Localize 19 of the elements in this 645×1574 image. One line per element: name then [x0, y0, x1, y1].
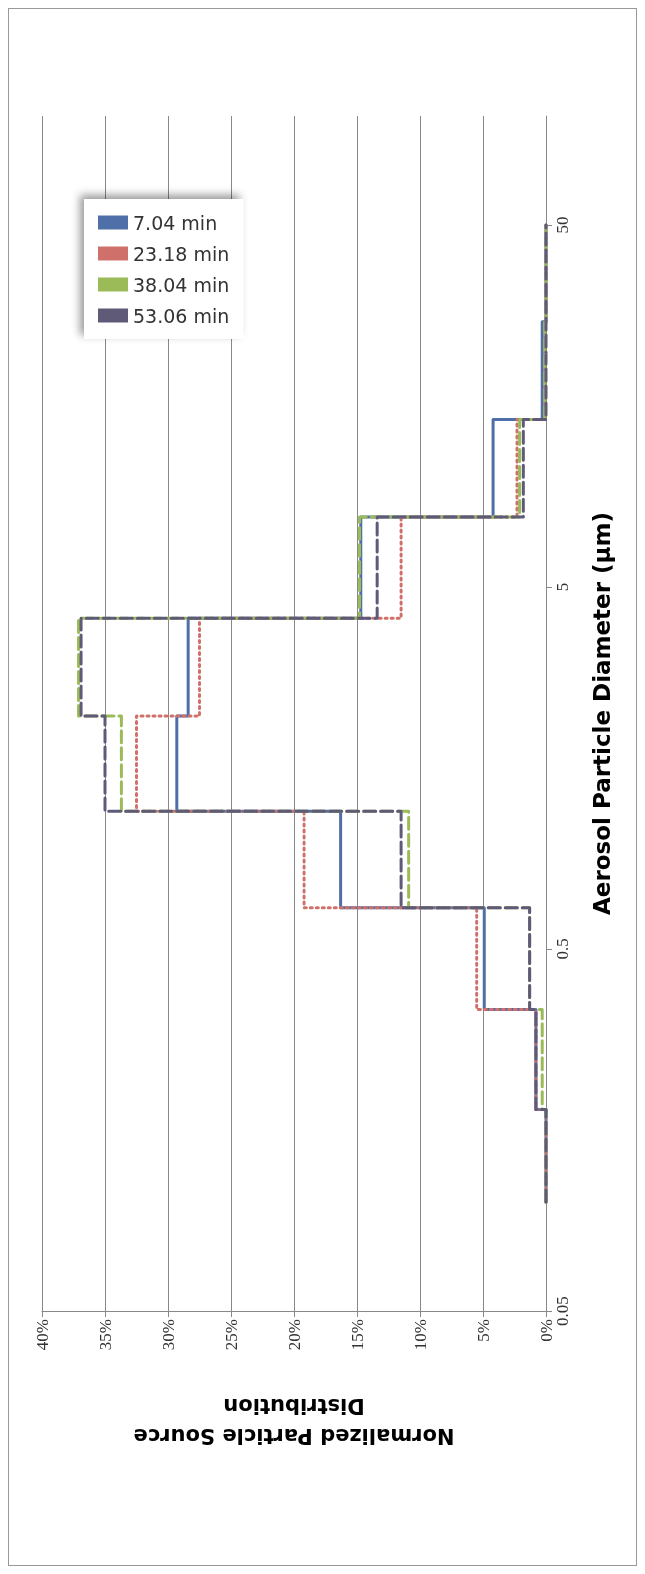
x-tick-label: 0%: [536, 1319, 556, 1342]
y-tick-label: 0.05: [553, 1296, 572, 1326]
legend-label: 23.18 min: [133, 242, 230, 265]
y-tick-label: 0.5: [553, 938, 572, 960]
legend-label: 38.04 min: [133, 273, 230, 296]
legend-label: 7.04 min: [133, 211, 218, 234]
y-tick-label: 50: [553, 216, 572, 234]
x-tick-label: 10%: [410, 1319, 430, 1351]
x-tick-label: 15%: [347, 1319, 367, 1351]
legend-label: 53.06 min: [133, 304, 230, 327]
x-tick-label: 5%: [473, 1319, 493, 1342]
x-tick-label: 25%: [221, 1319, 241, 1351]
x-axis-title: Normalized Particle Source Distribution: [133, 1394, 455, 1448]
y-axis-title: Aerosol Particle Diameter (µm): [588, 512, 615, 915]
x-tick-label: 35%: [95, 1319, 115, 1351]
x-tick-label: 20%: [284, 1319, 304, 1351]
x-tick-label: 30%: [158, 1319, 178, 1351]
y-tick-label: 5: [553, 582, 572, 592]
x-tick-label: 40%: [32, 1319, 52, 1351]
